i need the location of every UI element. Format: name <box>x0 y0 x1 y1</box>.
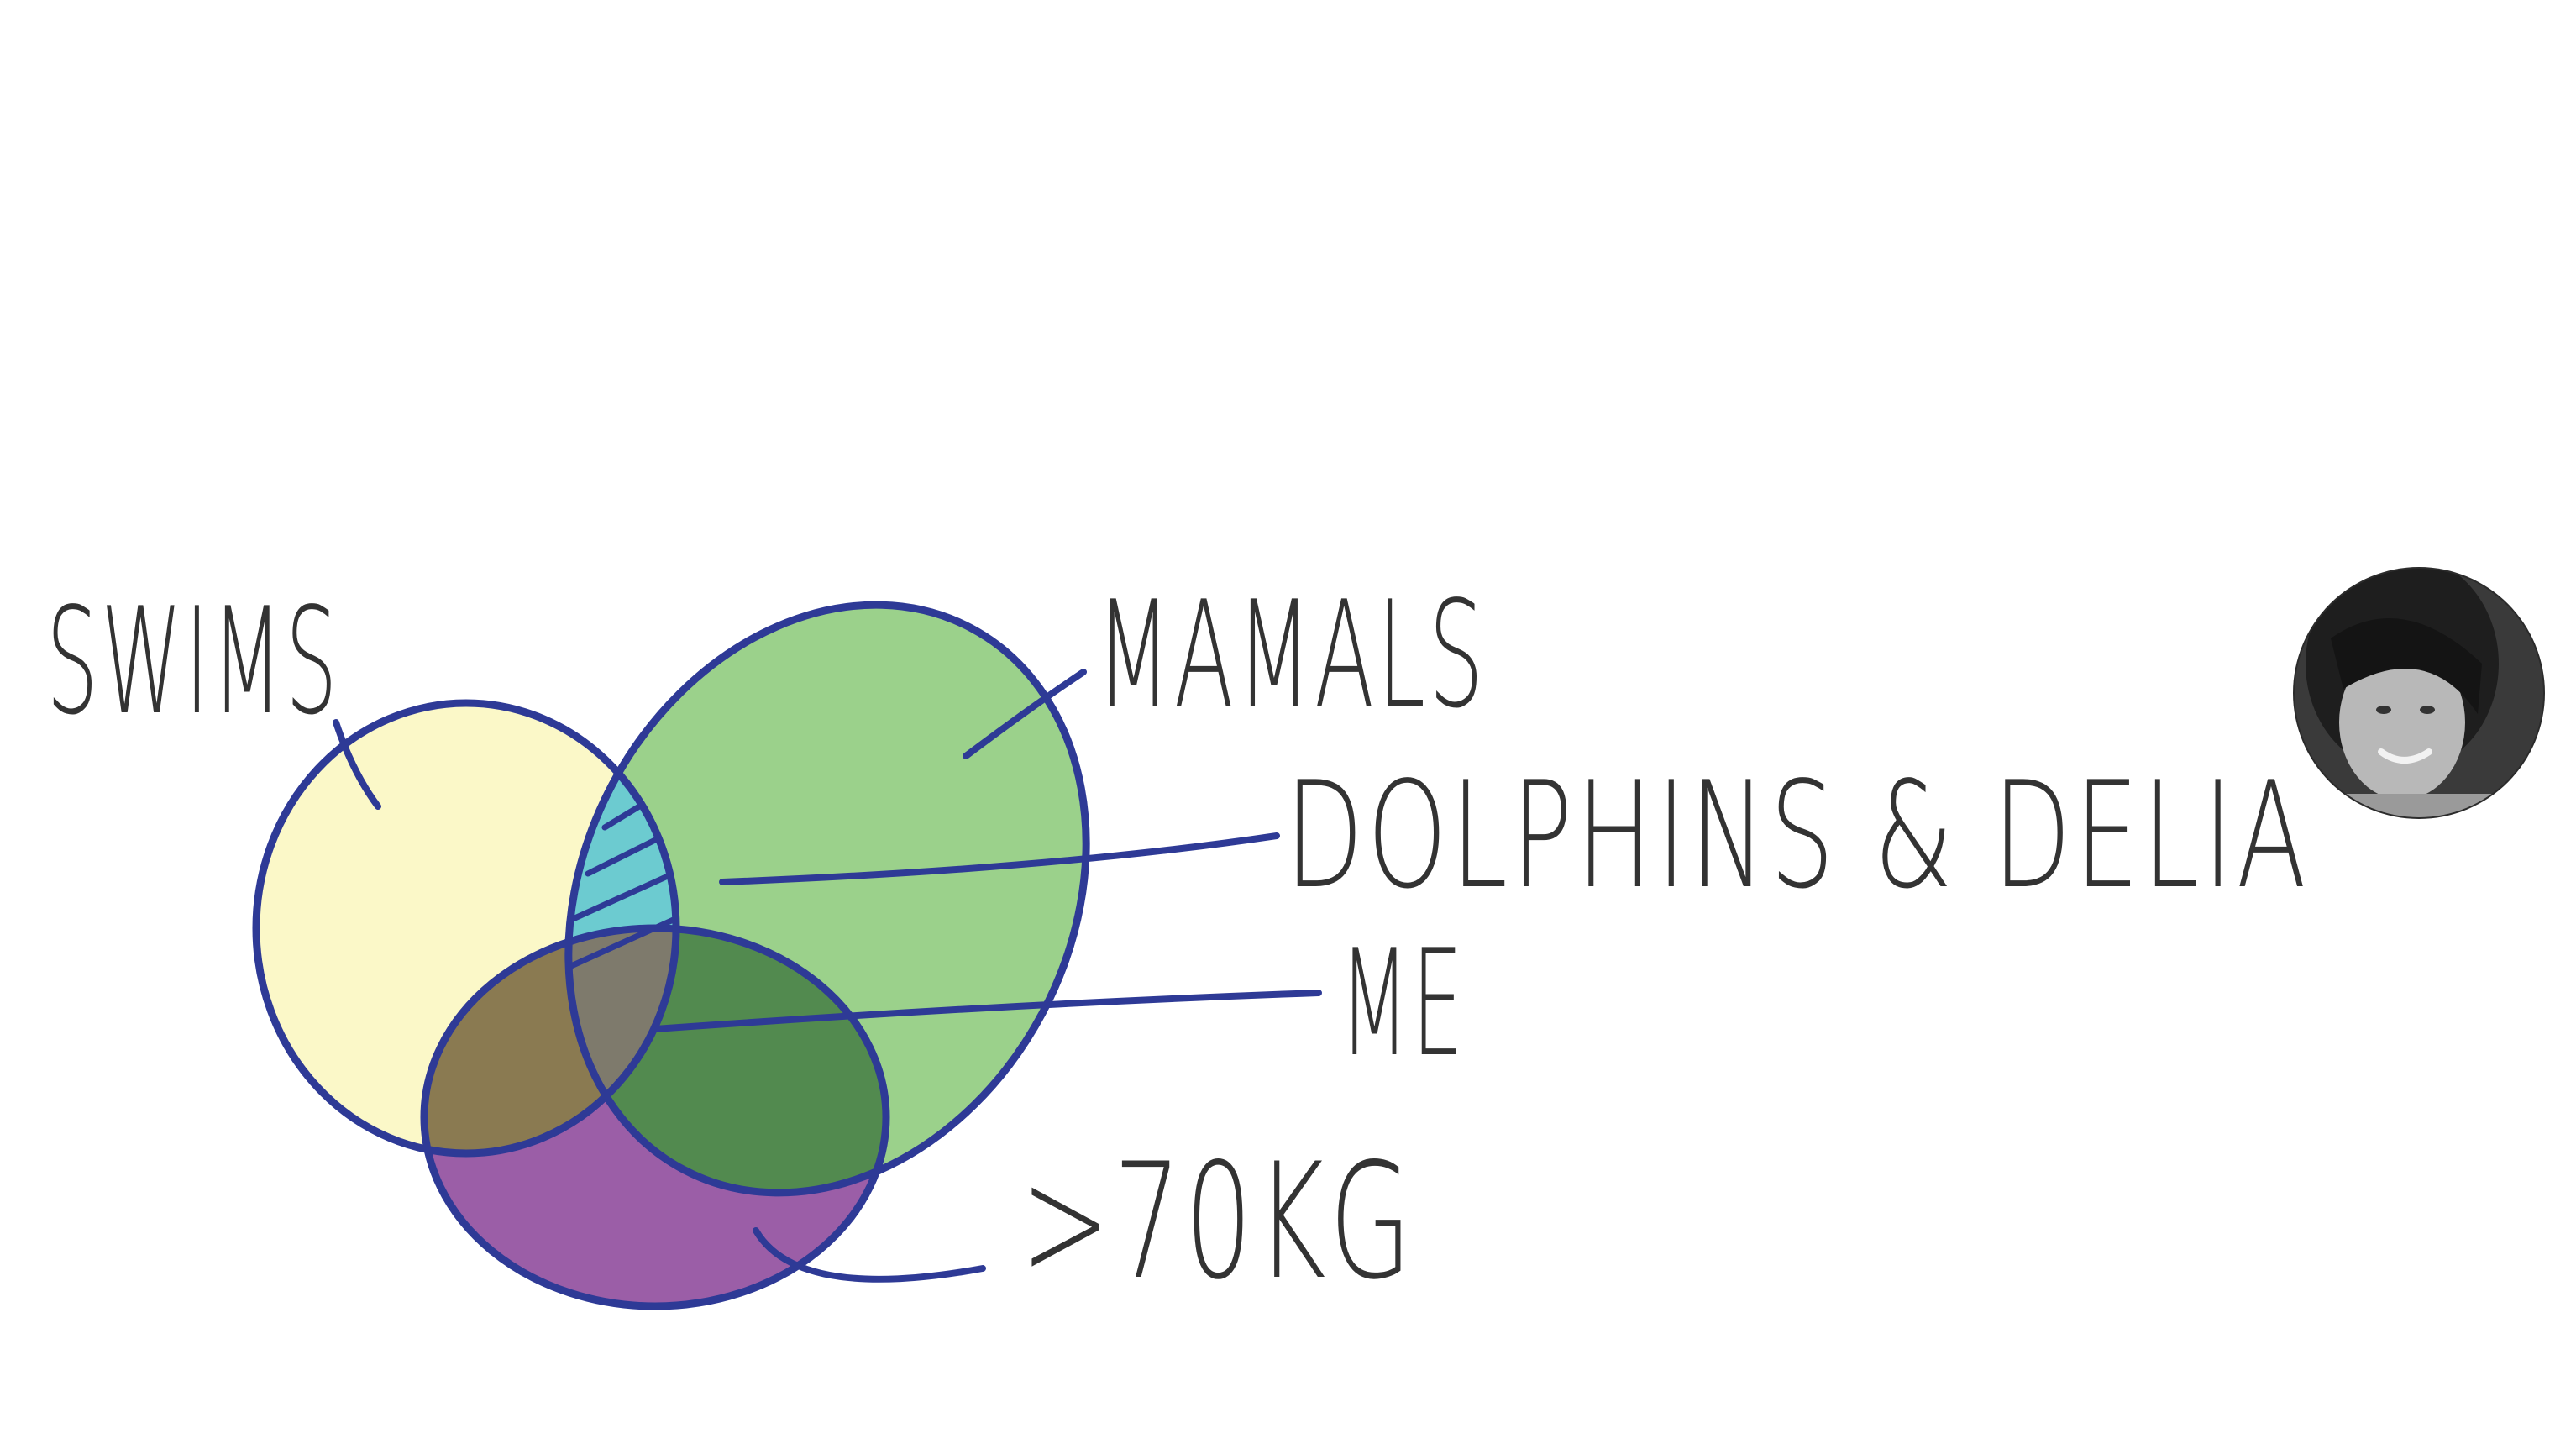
swims-leader <box>333 719 381 810</box>
avatar <box>2293 567 2545 819</box>
region-fills <box>256 605 1087 1306</box>
label-over-70kg: >70KG <box>1020 1129 1415 1315</box>
labels: SWIMS MAMALS DOLPHINS & DELIA ME >70KG <box>46 570 2310 1315</box>
me-leader <box>652 990 1322 1032</box>
over-70kg-leader <box>753 1227 986 1283</box>
label-me: ME <box>1340 919 1466 1089</box>
label-mammals: MAMALS <box>1096 570 1487 741</box>
mammals-outline <box>564 601 1090 1197</box>
leader-lines <box>333 669 1322 1283</box>
circle-outlines <box>252 601 1090 1310</box>
label-swims: SWIMS <box>46 577 340 748</box>
over-70kg-outline <box>420 924 890 1310</box>
person-photo-icon <box>2295 569 2543 817</box>
dolphins-delia-leader <box>719 832 1280 885</box>
mammals-leader <box>963 669 1087 759</box>
label-dolphins-delia: DOLPHINS & DELIA <box>1285 751 2310 921</box>
